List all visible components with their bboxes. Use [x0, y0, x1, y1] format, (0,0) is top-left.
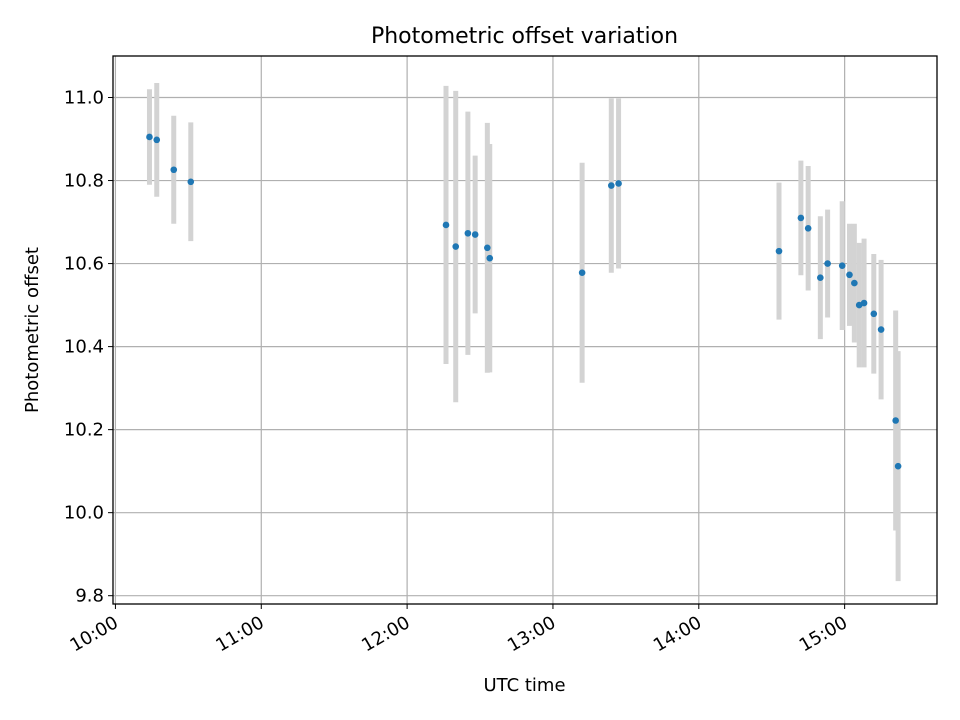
- data-point: [797, 214, 805, 222]
- data-point: [860, 299, 868, 307]
- data-point: [892, 417, 899, 424]
- data-point: [170, 166, 178, 174]
- data-point: [804, 224, 812, 232]
- data-point: [578, 269, 586, 277]
- y-tick-label: 10.6: [64, 254, 104, 275]
- x-tick-label: 14:00: [650, 612, 705, 656]
- data-point: [471, 231, 479, 238]
- data-point: [146, 133, 153, 141]
- data-point: [484, 244, 491, 252]
- data-point: [851, 279, 858, 287]
- data-point: [442, 221, 450, 229]
- data-point: [187, 178, 195, 186]
- grid: [113, 56, 937, 604]
- data-point: [607, 182, 615, 189]
- data-point: [894, 462, 902, 470]
- y-axis-ticks: 9.8 10.0 10.2 10.4 10.6 10.8 11.0: [64, 88, 113, 607]
- y-tick-label: 11.0: [64, 88, 104, 109]
- x-tick-label: 11:00: [212, 612, 267, 656]
- data-point: [877, 326, 885, 333]
- data-point: [775, 247, 783, 255]
- data-point: [153, 136, 161, 144]
- y-tick-label: 10.4: [64, 337, 104, 358]
- data-point: [486, 254, 494, 262]
- data-point: [846, 271, 853, 279]
- data-point: [870, 310, 878, 318]
- y-tick-label: 9.8: [75, 586, 104, 607]
- x-axis-ticks: 10:00 11:00 12:00 13:00 14:00 15:00: [67, 604, 851, 656]
- y-tick-label: 10.0: [64, 503, 104, 524]
- y-tick-label: 10.8: [64, 171, 104, 192]
- x-axis-label: UTC time: [483, 675, 565, 696]
- y-tick-label: 10.2: [64, 420, 104, 441]
- x-tick-label: 12:00: [358, 612, 413, 656]
- x-tick-label: 13:00: [504, 612, 559, 656]
- data-point: [838, 262, 846, 269]
- data-point: [464, 229, 472, 237]
- x-tick-label: 10:00: [67, 612, 122, 656]
- data-point: [452, 243, 460, 250]
- data-point: [817, 274, 824, 281]
- chart-title: Photometric offset variation: [371, 24, 678, 49]
- x-tick-label: 15:00: [796, 612, 851, 656]
- data-points: [146, 133, 902, 470]
- data-point: [824, 260, 831, 267]
- plot-frame: [112, 55, 938, 605]
- data-point: [615, 180, 622, 187]
- y-axis-label: Photometric offset: [22, 247, 43, 413]
